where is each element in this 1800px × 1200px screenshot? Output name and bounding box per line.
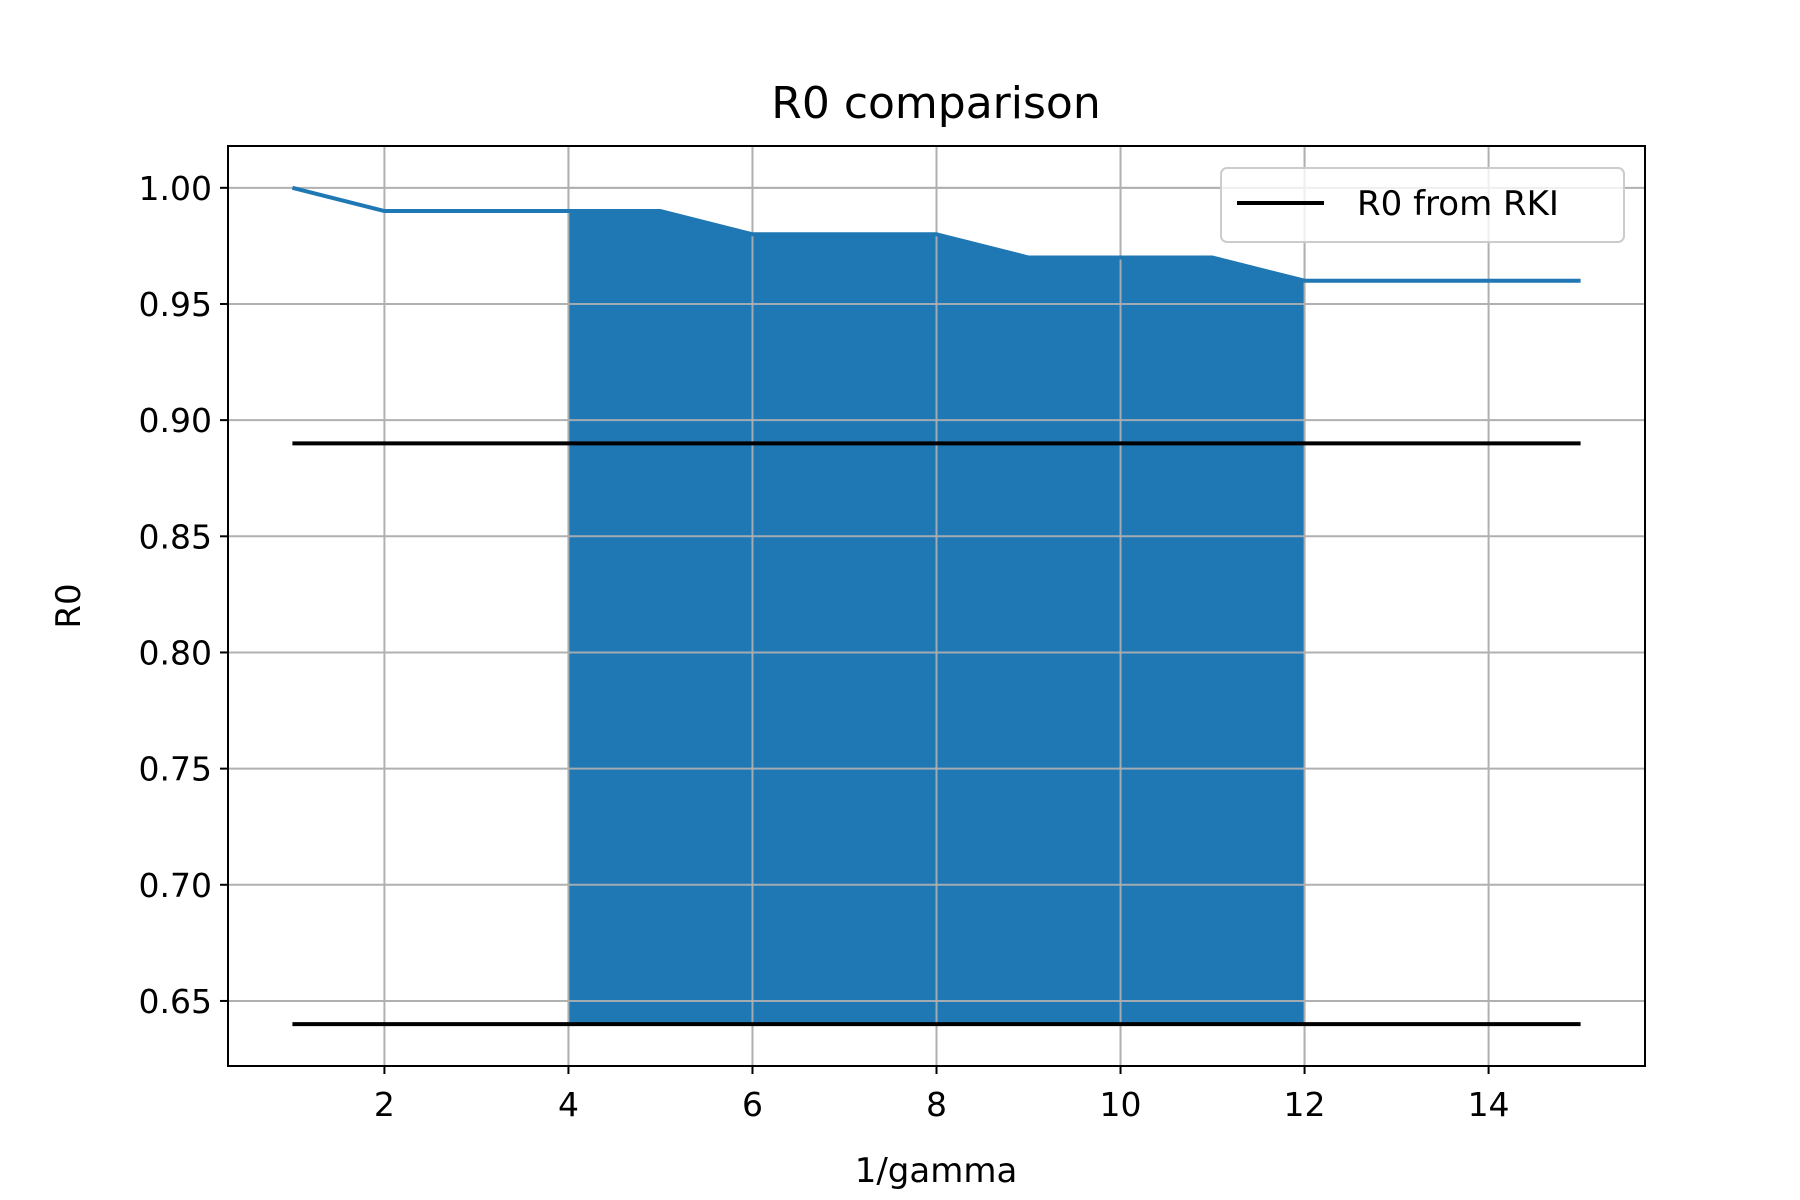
x-tick-label: 2 (374, 1085, 395, 1124)
legend-box (1220, 167, 1625, 243)
reference-lines (292, 441, 1581, 1027)
y-tick-label: 0.80 (139, 633, 212, 672)
y-tick-label: 1.00 (139, 169, 212, 208)
x-tick-label: 12 (1284, 1085, 1326, 1124)
y-axis-ticks: 0.65 0.70 0.75 0.80 0.85 0.90 0.95 1.00 (139, 169, 228, 1021)
y-tick-label: 0.85 (139, 517, 212, 556)
y-tick-label: 0.90 (139, 401, 212, 440)
y-tick-label: 0.75 (139, 750, 212, 789)
x-tick-label: 4 (558, 1085, 579, 1124)
series-lines (291, 185, 1581, 283)
plot-area (227, 145, 1646, 1067)
x-tick-label: 8 (926, 1085, 947, 1124)
shaded-region (567, 146, 1306, 1066)
x-tick-label: 6 (742, 1085, 763, 1124)
y-tick-label: 0.95 (139, 285, 212, 324)
chart-title: R0 comparison (771, 78, 1100, 129)
x-tick-label: 14 (1468, 1085, 1510, 1124)
x-tick-label: 10 (1100, 1085, 1142, 1124)
y-axis-title: R0 (49, 583, 89, 628)
legend-label-r0-rki: R0 from RKI (1357, 184, 1559, 224)
series-line (291, 185, 1581, 283)
x-axis-ticks: 2 4 6 8 10 12 14 (374, 1066, 1510, 1124)
y-tick-label: 0.65 (139, 982, 212, 1021)
legend: R0 from RKI (1220, 167, 1625, 243)
y-tick-label: 0.70 (139, 866, 212, 905)
x-axis-title: 1/gamma (855, 1151, 1018, 1191)
